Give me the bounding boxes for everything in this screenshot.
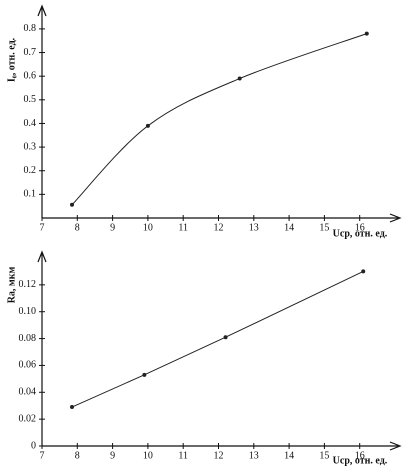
y-tick-label: 0.3	[24, 141, 37, 152]
y-tick-label: 0.1	[24, 189, 37, 200]
x-tick-label: 12	[214, 222, 224, 233]
y-tick-label: 0.5	[24, 94, 37, 105]
axes	[37, 4, 402, 451]
x-tick-label: 11	[178, 222, 188, 233]
x-tick-label: 8	[75, 450, 80, 461]
y-tick-label: 0.10	[19, 306, 37, 317]
y-axis-label: Ra, мкм	[6, 267, 17, 304]
x-axis-label: Uср, отн. ед.	[333, 228, 388, 239]
x-tick-label: 16	[355, 222, 365, 233]
y-tick-label: 0.6	[24, 70, 37, 81]
data-point	[223, 335, 228, 340]
y-axis-label: I₀, отн. ед.	[6, 37, 17, 82]
axes-top	[37, 4, 402, 223]
x-tick-label: 11	[178, 450, 188, 461]
y-tick-label: 0.8	[24, 23, 37, 34]
x-tick-label: 12	[214, 450, 224, 461]
data-line	[71, 33, 367, 206]
y-tick-label: 0.02	[19, 413, 37, 424]
data-point	[145, 123, 150, 128]
x-tick-label: 14	[284, 222, 294, 233]
x-tick-label: 9	[110, 222, 115, 233]
x-tick-label: 15	[319, 450, 329, 461]
y-tick-label: 0.06	[19, 360, 37, 371]
x-tick-label: 7	[40, 450, 45, 461]
data-point	[70, 202, 75, 207]
data-point	[237, 76, 242, 81]
axes-bottom	[37, 250, 402, 451]
y-tick-label: 0.04	[19, 387, 37, 398]
y-tick-label: 0	[31, 440, 36, 451]
y-tick-label: 0.4	[24, 118, 37, 129]
data-point	[361, 269, 366, 274]
x-axis-label: Uср, отн. ед.	[333, 455, 388, 466]
x-tick-label: 9	[110, 450, 115, 461]
data-point	[142, 372, 147, 377]
x-tick-label: 10	[143, 222, 153, 233]
x-tick-label: 8	[75, 222, 80, 233]
y-tick-label: 0.2	[24, 165, 37, 176]
y-tick-label: 0.7	[24, 47, 37, 58]
y-tick-label: 0.12	[19, 279, 37, 290]
x-tick-label: 16	[355, 450, 365, 461]
x-tick-label: 15	[319, 222, 329, 233]
data-point	[364, 31, 369, 36]
data-line	[71, 270, 364, 408]
x-tick-label: 7	[40, 222, 45, 233]
x-tick-label: 13	[249, 222, 259, 233]
x-tick-label: 10	[143, 450, 153, 461]
y-tick-label: 0.08	[19, 333, 37, 344]
x-tick-label: 14	[284, 450, 294, 461]
x-tick-label: 13	[249, 450, 259, 461]
data-point	[70, 405, 75, 410]
